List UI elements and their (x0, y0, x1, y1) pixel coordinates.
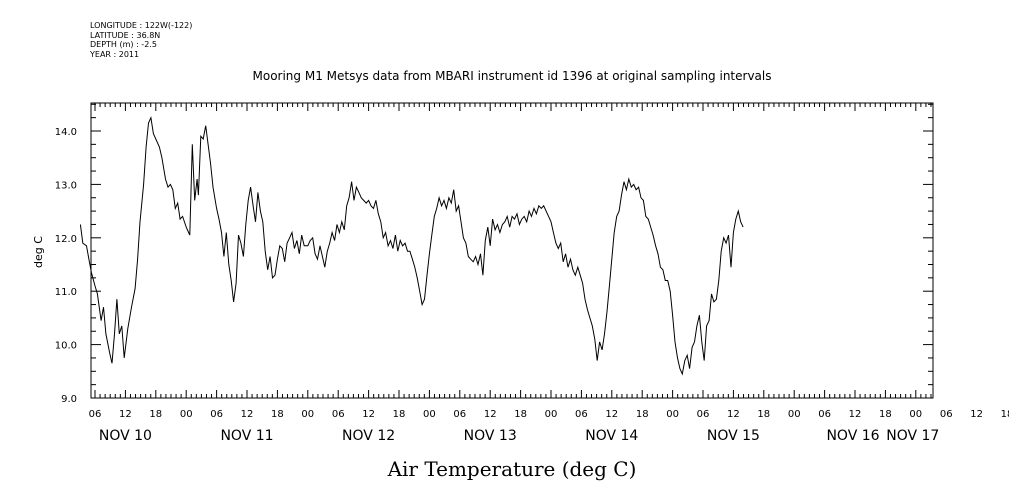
y-tick-label: 13.0 (55, 180, 77, 191)
chart-title: Mooring M1 Metsys data from MBARI instru… (253, 69, 772, 83)
x-tick-label: 12 (849, 409, 862, 420)
metadata-block: LONGITUDE : 122W(-122) LATITUDE : 36.8N … (90, 21, 192, 59)
y-tick-label: 14.0 (55, 127, 77, 138)
x-tick-label: 06 (697, 409, 710, 420)
day-label: NOV 15 (707, 428, 760, 444)
x-axis-label: Air Temperature (deg C) (387, 457, 637, 481)
day-label: NOV 10 (99, 428, 152, 444)
longitude-label: LONGITUDE : 122W(-122) (90, 21, 193, 30)
x-tick-label: 00 (909, 409, 922, 420)
x-tick-label: 18 (757, 409, 770, 420)
x-tick-label: 12 (970, 409, 983, 420)
x-tick-label: 06 (940, 409, 953, 420)
x-tick-label: 12 (484, 409, 497, 420)
x-tick-label: 12 (241, 409, 254, 420)
x-tick-label: 12 (605, 409, 618, 420)
day-labels: NOV 10 NOV 11 NOV 12 NOV 13 NOV 14 NOV 15 NOV … (99, 428, 939, 444)
y-tick-label: 10.0 (55, 341, 77, 352)
x-tick-label: 06 (210, 409, 223, 420)
y-tick-labels: 9.0 10.0 11.0 12.0 13.0 14.0 (55, 127, 77, 405)
x-tick-label: 12 (119, 409, 132, 420)
x-tick-label: 00 (423, 409, 436, 420)
x-tick-label: 00 (666, 409, 679, 420)
day-label: NOV 12 (342, 428, 395, 444)
x-tick-labels: 06 12 18 00 06 12 18 00 06 12 18 00 06 12 18 00 06 12 18 00… (89, 409, 1009, 420)
x-tick-label: 18 (514, 409, 527, 420)
y-tick-label: 12.0 (55, 234, 77, 245)
x-tick-label: 18 (879, 409, 892, 420)
day-label: NOV 17 (886, 428, 939, 444)
x-tick-label: 12 (727, 409, 740, 420)
x-tick-label: 18 (271, 409, 284, 420)
day-label: NOV 11 (220, 428, 273, 444)
x-tick-label: 06 (818, 409, 831, 420)
x-tick-label: 00 (545, 409, 558, 420)
axis-ticks (91, 103, 933, 399)
x-tick-label: 00 (301, 409, 314, 420)
day-label: NOV 14 (585, 428, 638, 444)
y-tick-label: 9.0 (61, 394, 77, 405)
x-tick-label: 06 (575, 409, 588, 420)
x-tick-label: 00 (180, 409, 193, 420)
x-tick-label: 06 (332, 409, 345, 420)
x-tick-label: 06 (89, 409, 102, 420)
x-tick-label: 18 (636, 409, 649, 420)
x-tick-label: 06 (453, 409, 466, 420)
year-label: YEAR : 2011 (90, 49, 140, 59)
day-label: NOV 16 (826, 428, 879, 444)
y-axis-label: deg C (32, 236, 45, 268)
x-tick-label: 18 (1001, 409, 1009, 420)
day-label: NOV 13 (464, 428, 517, 444)
latitude-label: LATITUDE : 36.8N (90, 30, 161, 40)
x-tick-label: 00 (788, 409, 801, 420)
series-line (79, 115, 744, 376)
y-tick-label: 11.0 (55, 287, 77, 298)
x-tick-label: 12 (362, 409, 375, 420)
x-tick-label: 18 (149, 409, 162, 420)
depth-label: DEPTH (m) : -2.5 (90, 40, 157, 50)
x-tick-label: 18 (393, 409, 406, 420)
plot-frame (90, 102, 934, 399)
